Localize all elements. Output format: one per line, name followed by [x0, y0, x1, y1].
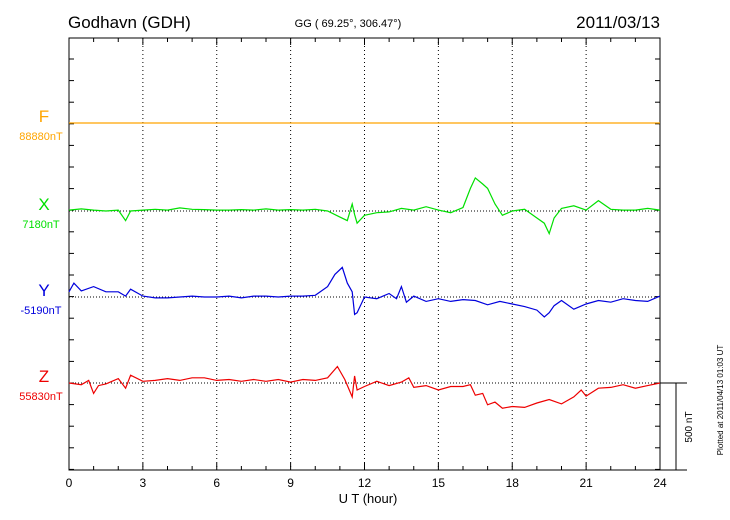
x-tick-label-15: 15 — [432, 476, 446, 490]
x-axis-label: U T (hour) — [339, 491, 398, 506]
y-ticks — [69, 58, 660, 470]
x-tick-label-18: 18 — [506, 476, 520, 490]
series-line-y — [68, 266, 661, 318]
plotted-at-note: Plotted at 2011/04/13 01:03 UT — [716, 345, 725, 456]
x-tick-label-12: 12 — [358, 476, 372, 490]
scale-bar — [660, 382, 687, 471]
series-name-f: F — [39, 107, 49, 126]
x-tick-label-6: 6 — [213, 476, 220, 490]
series-group: F 88880nT X 7180nT Y -5190nT Z 55830nT — [19, 107, 661, 409]
x-tick-label-3: 3 — [140, 476, 147, 490]
series-baseline-value-x: 7180nT — [22, 219, 60, 231]
x-ticks: 0 3 6 9 12 15 18 21 24 — [66, 38, 667, 490]
x-tick-label-21: 21 — [579, 476, 593, 490]
station-title: Godhavn (GDH) — [68, 13, 191, 32]
series-name-z: Z — [39, 367, 49, 386]
series-baseline-value-z: 55830nT — [19, 391, 63, 403]
series-name-x: X — [38, 195, 49, 214]
series-line-z — [68, 365, 661, 409]
scale-bar-label: 500 nT — [684, 411, 695, 442]
plot-date: 2011/03/13 — [576, 13, 660, 32]
x-tick-label-0: 0 — [66, 476, 73, 490]
series-name-y: Y — [38, 281, 49, 300]
x-tick-label-9: 9 — [287, 476, 294, 490]
station-coords: GG ( 69.25°, 306.47°) — [295, 18, 402, 30]
vertical-grid — [142, 38, 587, 470]
x-tick-label-24: 24 — [653, 476, 667, 490]
series-line-x — [68, 176, 661, 236]
series-baseline-value-f: 88880nT — [19, 131, 63, 143]
series-baseline-value-y: -5190nT — [21, 305, 62, 317]
